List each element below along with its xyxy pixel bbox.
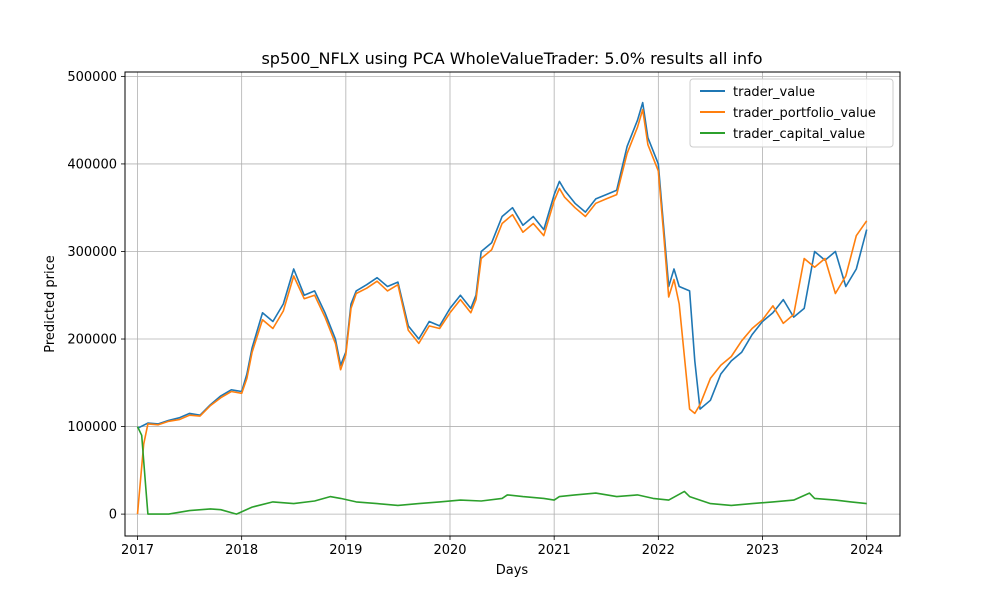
y-tick-label: 100000 bbox=[67, 420, 117, 435]
series-line-trader-portfolio-value bbox=[136, 108, 868, 515]
legend: trader_value trader_portfolio_value trad… bbox=[689, 78, 894, 148]
grid-layer bbox=[125, 72, 900, 536]
series-line-trader-capital-value bbox=[136, 426, 867, 515]
y-tick-label: 200000 bbox=[67, 333, 117, 348]
x-tick-label: 2024 bbox=[850, 543, 883, 558]
y-tick-label: 400000 bbox=[67, 157, 117, 172]
y-tick-label: 500000 bbox=[67, 70, 117, 85]
legend-box bbox=[689, 78, 894, 148]
y-tick-label: 300000 bbox=[67, 245, 117, 260]
x-tick-label: 2020 bbox=[433, 543, 466, 558]
x-tick-label: 2017 bbox=[121, 543, 154, 558]
series-line-trader-value bbox=[137, 101, 868, 430]
chart-title: sp500_NFLX using PCA WholeValueTrader: 5… bbox=[261, 49, 762, 69]
series-layer bbox=[136, 101, 868, 515]
x-tick-label: 2022 bbox=[642, 543, 675, 558]
y-axis-label: Predicted price bbox=[43, 255, 58, 353]
x-axis: 2017 2018 2019 2020 2021 2022 2023 2024 bbox=[121, 536, 883, 558]
x-tick-label: 2023 bbox=[746, 543, 779, 558]
y-tick-label: 0 bbox=[109, 508, 117, 523]
legend-label-trader-value: trader_value bbox=[733, 85, 815, 100]
x-tick-label: 2019 bbox=[329, 543, 362, 558]
x-tick-label: 2021 bbox=[538, 543, 571, 558]
x-axis-label: Days bbox=[496, 563, 529, 578]
legend-label-trader-portfolio-value: trader_portfolio_value bbox=[733, 106, 876, 121]
plot-frame bbox=[124, 71, 901, 537]
x-tick-label: 2018 bbox=[225, 543, 258, 558]
legend-label-trader-capital-value: trader_capital_value bbox=[733, 127, 865, 142]
y-axis: 0 100000 200000 300000 400000 500000 bbox=[67, 70, 125, 523]
